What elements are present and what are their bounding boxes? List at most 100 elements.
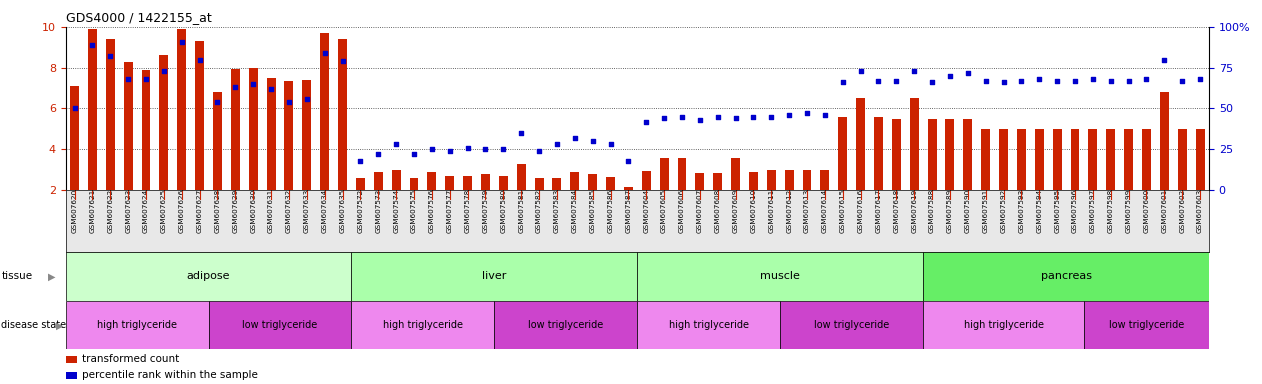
Point [386, 141, 406, 147]
Bar [351, 301, 495, 349]
Point [1136, 76, 1156, 82]
Text: muscle: muscle [760, 271, 800, 281]
Text: low triglyceride: low triglyceride [242, 320, 318, 331]
Point [422, 146, 442, 152]
Point [297, 96, 317, 102]
Bar [1107, 129, 1116, 190]
Bar [1017, 129, 1026, 190]
Point [601, 141, 621, 147]
Point [976, 78, 996, 84]
Point [833, 79, 853, 86]
Bar [1160, 92, 1169, 190]
Bar [875, 117, 883, 190]
Text: high triglyceride: high triglyceride [97, 320, 177, 331]
Point [244, 81, 264, 87]
Point [993, 79, 1013, 86]
Point [529, 148, 549, 154]
Point [761, 114, 781, 120]
Point [261, 86, 281, 92]
Bar [803, 170, 811, 190]
Bar [963, 119, 972, 190]
Text: pancreas: pancreas [1041, 271, 1092, 281]
Point [886, 78, 906, 84]
Bar [856, 98, 864, 190]
Bar [266, 78, 275, 190]
Bar [303, 80, 312, 190]
Bar [780, 301, 923, 349]
Bar [124, 61, 133, 190]
Text: transformed count: transformed count [82, 354, 179, 364]
Bar [713, 173, 722, 190]
Point [511, 130, 531, 136]
Bar [177, 29, 187, 190]
Bar [159, 55, 168, 190]
Bar [637, 301, 780, 349]
Text: high triglyceride: high triglyceride [964, 320, 1044, 331]
Point [439, 148, 459, 154]
Bar [588, 174, 597, 190]
Point [1118, 78, 1138, 84]
Bar [463, 176, 472, 190]
Bar [71, 86, 80, 190]
Bar [642, 171, 651, 190]
Point [796, 110, 817, 116]
Bar [141, 70, 150, 190]
Point [708, 114, 728, 120]
Bar [338, 39, 347, 190]
Point [1190, 76, 1210, 82]
Bar [553, 178, 562, 190]
Text: high triglyceride: high triglyceride [382, 320, 463, 331]
Point [136, 76, 156, 82]
Bar [606, 177, 615, 190]
Point [225, 84, 245, 90]
Point [1011, 78, 1031, 84]
Point [815, 112, 835, 118]
Bar [66, 372, 77, 379]
Bar [820, 170, 829, 190]
Point [618, 158, 639, 164]
Text: ▶: ▶ [56, 320, 63, 331]
Bar [321, 33, 329, 190]
Bar [1053, 129, 1061, 190]
Bar [498, 176, 507, 190]
Bar [213, 92, 222, 190]
Point [958, 70, 978, 76]
Point [1155, 56, 1175, 63]
Point [119, 76, 139, 82]
Text: adipose: adipose [187, 271, 230, 281]
Bar [516, 164, 526, 190]
Text: low triglyceride: low triglyceride [529, 320, 603, 331]
Point [369, 151, 389, 157]
Point [1172, 78, 1193, 84]
Point [1065, 78, 1085, 84]
Point [546, 141, 567, 147]
Point [404, 151, 424, 157]
Bar [928, 119, 936, 190]
Point [332, 58, 352, 64]
Bar [637, 252, 923, 301]
Bar [495, 301, 637, 349]
Text: GDS4000 / 1422155_at: GDS4000 / 1422155_at [66, 11, 211, 24]
Point [583, 138, 603, 144]
Point [458, 145, 478, 151]
Bar [731, 159, 740, 190]
Point [493, 146, 514, 152]
Point [172, 38, 192, 45]
Bar [249, 68, 257, 190]
Bar [570, 172, 579, 190]
Bar [445, 176, 454, 190]
Bar [1195, 129, 1204, 190]
Point [726, 115, 746, 121]
Point [1083, 76, 1103, 82]
Point [189, 56, 209, 63]
Text: liver: liver [482, 271, 506, 281]
Bar [410, 178, 419, 190]
Point [1047, 78, 1068, 84]
Point [636, 118, 656, 124]
Bar [945, 119, 954, 190]
Bar [1070, 129, 1079, 190]
Point [100, 53, 120, 60]
Bar [923, 301, 1084, 349]
Point [743, 114, 764, 120]
Point [154, 68, 174, 74]
